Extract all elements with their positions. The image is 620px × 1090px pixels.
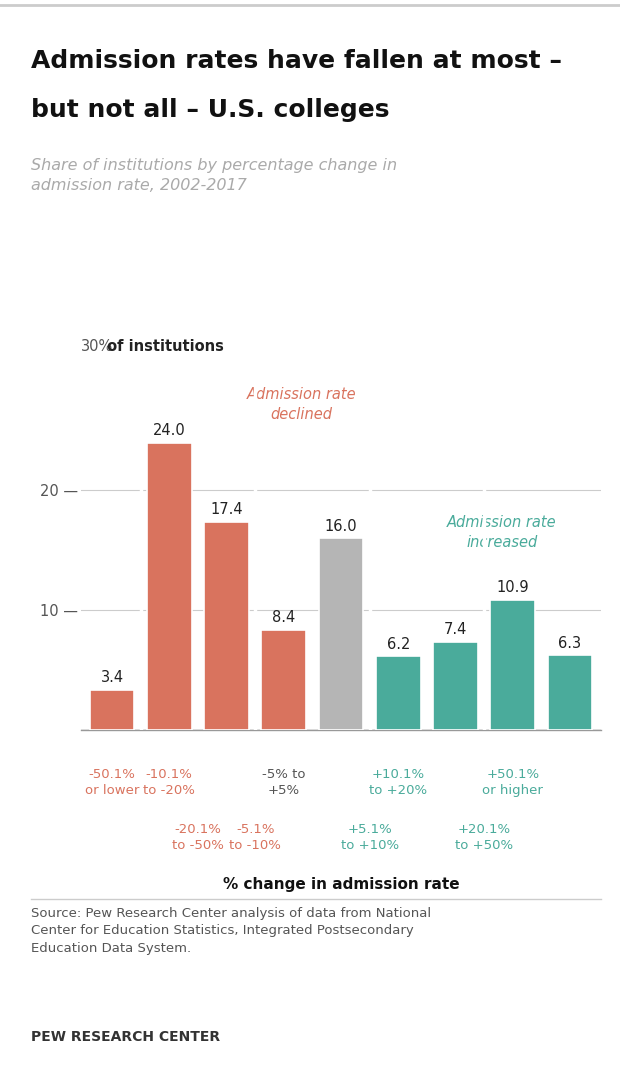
Text: 3.4: 3.4 [100,670,123,686]
Bar [262,630,306,730]
Text: Admission rate
increased: Admission rate increased [447,516,557,549]
Text: Admission rate
declined: Admission rate declined [247,387,356,422]
Text: Source: Pew Research Center analysis of data from National
Center for Education : Source: Pew Research Center analysis of … [31,907,431,955]
Bar [376,656,420,730]
Text: Admission rates have fallen at most –: Admission rates have fallen at most – [31,49,562,73]
Text: 16.0: 16.0 [325,519,357,534]
Text: 6.2: 6.2 [386,637,410,652]
Text: -50.1%
or lower: -50.1% or lower [85,768,140,798]
Bar [319,538,363,730]
Text: of institutions: of institutions [102,339,224,354]
Text: 6.3: 6.3 [559,635,582,651]
Text: PEW RESEARCH CENTER: PEW RESEARCH CENTER [31,1030,220,1044]
Bar [490,600,535,730]
Text: -5% to
+5%: -5% to +5% [262,768,306,798]
Text: but not all – U.S. colleges: but not all – U.S. colleges [31,98,389,122]
Bar [90,690,135,730]
Text: 7.4: 7.4 [444,622,467,638]
Text: -20.1%
to -50%: -20.1% to -50% [172,823,224,852]
Text: Share of institutions by percentage change in
admission rate, 2002-2017: Share of institutions by percentage chan… [31,158,397,193]
Text: % change in admission rate: % change in admission rate [223,877,459,893]
Text: 8.4: 8.4 [272,610,295,626]
Bar [433,642,478,730]
Text: 24.0: 24.0 [153,423,185,438]
Text: 30%: 30% [81,339,113,354]
Text: 10.9: 10.9 [497,580,529,595]
Text: 17.4: 17.4 [210,502,243,518]
Bar [547,655,592,730]
Text: -5.1%
to -10%: -5.1% to -10% [229,823,281,852]
Text: +5.1%
to +10%: +5.1% to +10% [340,823,399,852]
Text: +20.1%
to +50%: +20.1% to +50% [455,823,513,852]
Text: +10.1%
to +20%: +10.1% to +20% [369,768,427,798]
Text: +50.1%
or higher: +50.1% or higher [482,768,543,798]
Bar [204,522,249,730]
Text: -10.1%
to -20%: -10.1% to -20% [143,768,195,798]
Bar [147,443,192,730]
